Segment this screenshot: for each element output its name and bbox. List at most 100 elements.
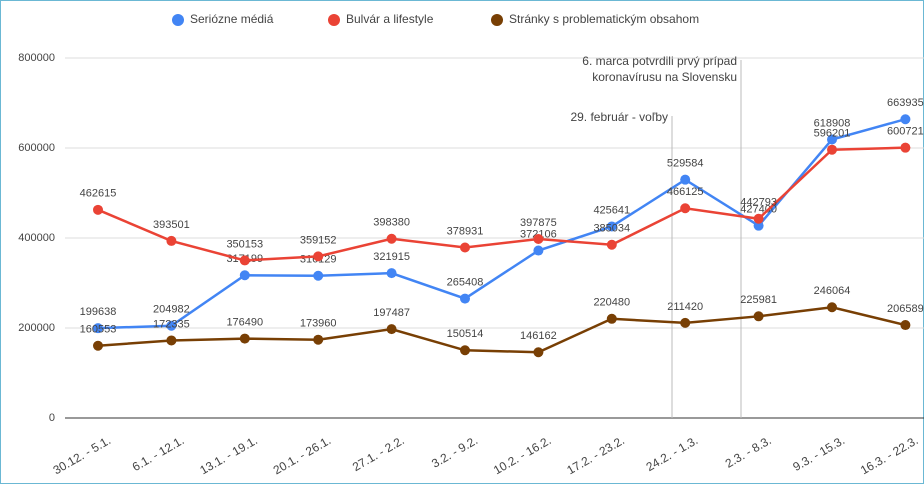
data-point	[533, 233, 544, 244]
data-point	[606, 313, 617, 324]
data-label: 350153	[226, 238, 263, 250]
data-label: 197487	[373, 307, 410, 319]
data-label: 176490	[226, 316, 263, 328]
data-point	[680, 203, 691, 214]
data-point	[386, 324, 397, 335]
data-label: 398380	[373, 217, 410, 229]
x-tick-label: 20.1. - 26.1.	[271, 433, 333, 477]
data-point	[386, 268, 397, 279]
data-point	[313, 334, 324, 345]
data-point	[827, 144, 837, 155]
y-tick-label: 800000	[18, 52, 55, 64]
data-point	[680, 174, 691, 185]
data-label: 425641	[593, 204, 630, 216]
data-point	[753, 220, 764, 231]
data-label: 385034	[593, 223, 630, 235]
data-label: 397875	[520, 217, 557, 229]
data-label: 596201	[814, 128, 851, 140]
data-label: 393501	[153, 219, 190, 231]
data-label: 160553	[80, 324, 117, 336]
legend-label: Stránky s problematickým obsahom	[509, 12, 699, 26]
data-point	[900, 142, 911, 153]
data-point	[239, 333, 250, 344]
series-line	[97, 306, 906, 354]
data-label: 442793	[740, 197, 777, 209]
x-tick-label: 24.2. - 1.3.	[644, 433, 701, 474]
data-label: 246064	[814, 285, 851, 297]
data-point	[680, 317, 691, 328]
data-point	[827, 302, 837, 313]
data-point	[753, 311, 764, 322]
y-tick-label: 400000	[18, 232, 55, 244]
data-label: 172335	[153, 318, 190, 330]
data-point	[460, 293, 470, 304]
data-label: 600721	[887, 126, 924, 138]
x-tick-label: 13.1. - 19.1.	[197, 433, 259, 477]
data-label: 206589	[887, 303, 924, 315]
data-point	[827, 134, 837, 145]
data-label: 225981	[740, 294, 777, 306]
legend-label: Seriózne médiá	[190, 12, 274, 26]
data-point	[386, 233, 397, 244]
data-point	[93, 340, 103, 351]
data-point	[533, 347, 544, 358]
series-line	[97, 118, 906, 330]
x-tick-label: 16.3. - 22.3.	[858, 433, 920, 477]
data-point	[166, 335, 177, 346]
data-label: 466125	[667, 186, 704, 198]
data-point	[93, 204, 103, 215]
data-label: 173960	[300, 318, 337, 330]
data-point	[313, 251, 324, 262]
data-point	[239, 270, 250, 281]
data-label: 211420	[667, 301, 703, 313]
data-label: 529584	[667, 158, 704, 170]
data-point	[606, 239, 617, 250]
x-tick-label: 30.12. - 5.1.	[51, 433, 113, 477]
data-point	[533, 245, 544, 256]
x-tick-label: 9.3. - 15.3.	[790, 433, 847, 474]
data-point	[166, 320, 177, 331]
x-tick-label: 27.1. - 2.2.	[350, 433, 407, 474]
annotation-text: 6. marca potvrdili prvý prípad	[582, 54, 737, 68]
data-point	[93, 323, 103, 334]
data-label: 359152	[300, 234, 337, 246]
y-tick-label: 0	[49, 412, 55, 424]
data-label: 220480	[593, 297, 630, 309]
data-point	[313, 270, 324, 281]
data-point	[900, 114, 911, 125]
series-line	[97, 146, 906, 262]
x-tick-label: 3.2. - 9.2.	[429, 433, 480, 470]
data-label: 462615	[80, 188, 117, 200]
data-point	[900, 320, 911, 331]
legend-marker	[491, 14, 503, 26]
x-tick-label: 2.3. - 8.3.	[723, 433, 774, 470]
legend-marker	[328, 14, 340, 26]
data-label: 321915	[373, 251, 410, 263]
x-tick-label: 17.2. - 23.2.	[564, 433, 626, 477]
x-tick-label: 10.2. - 16.2.	[491, 433, 553, 477]
data-label: 150514	[447, 328, 484, 340]
y-tick-label: 200000	[18, 322, 55, 334]
data-point	[460, 345, 470, 356]
data-point	[753, 213, 764, 224]
data-point	[239, 255, 250, 266]
data-label: 146162	[520, 330, 557, 342]
data-point	[166, 235, 177, 246]
data-label: 427400	[740, 204, 777, 216]
data-label: 265408	[447, 276, 484, 288]
y-tick-label: 600000	[18, 142, 55, 154]
x-tick-label: 6.1. - 12.1.	[130, 433, 187, 474]
data-label: 663935	[887, 97, 924, 109]
data-label: 378931	[447, 225, 484, 237]
data-label: 618908	[814, 117, 851, 129]
annotation-text: koronavírusu na Slovensku	[592, 70, 737, 84]
data-point	[606, 221, 617, 232]
legend-label: Bulvár a lifestyle	[346, 12, 434, 26]
data-label: 199638	[80, 306, 117, 318]
data-point	[460, 242, 470, 253]
data-label: 204982	[153, 304, 190, 316]
annotation-text: 29. február - voľby	[570, 110, 668, 124]
legend-marker	[172, 14, 184, 26]
